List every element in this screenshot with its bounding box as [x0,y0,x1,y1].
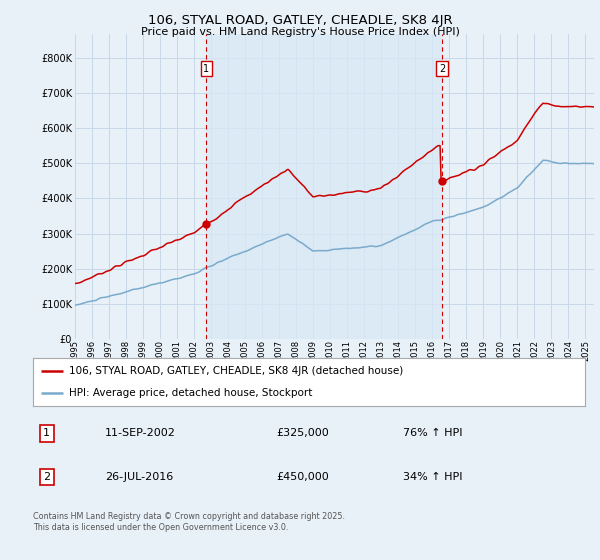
Text: Price paid vs. HM Land Registry's House Price Index (HPI): Price paid vs. HM Land Registry's House … [140,27,460,37]
Text: 1: 1 [43,428,50,438]
Text: Contains HM Land Registry data © Crown copyright and database right 2025.
This d: Contains HM Land Registry data © Crown c… [33,512,345,532]
Text: £325,000: £325,000 [276,428,329,438]
Text: 2: 2 [43,472,50,482]
Text: 106, STYAL ROAD, GATLEY, CHEADLE, SK8 4JR (detached house): 106, STYAL ROAD, GATLEY, CHEADLE, SK8 4J… [69,366,403,376]
Text: 11-SEP-2002: 11-SEP-2002 [105,428,176,438]
Text: HPI: Average price, detached house, Stockport: HPI: Average price, detached house, Stoc… [69,388,312,398]
Text: 34% ↑ HPI: 34% ↑ HPI [403,472,463,482]
Text: 26-JUL-2016: 26-JUL-2016 [105,472,173,482]
Text: 76% ↑ HPI: 76% ↑ HPI [403,428,463,438]
Text: 2: 2 [439,64,445,74]
Text: 1: 1 [203,64,209,74]
Text: £450,000: £450,000 [276,472,329,482]
Bar [206,34,442,339]
Text: 106, STYAL ROAD, GATLEY, CHEADLE, SK8 4JR: 106, STYAL ROAD, GATLEY, CHEADLE, SK8 4J… [148,14,452,27]
